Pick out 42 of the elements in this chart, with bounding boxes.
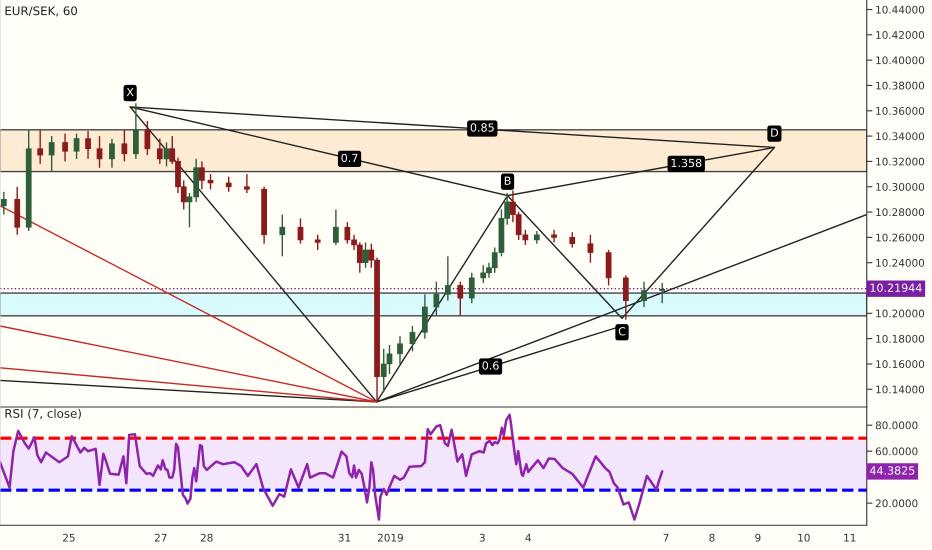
- y-tick-label: 80.0000: [876, 421, 918, 430]
- y-tick-label: 10.28000: [876, 208, 924, 216]
- y-tick-label: 10.20000: [876, 310, 924, 318]
- y-tick-label: 10.34000: [876, 132, 924, 140]
- x-tick-label: 7: [664, 534, 668, 542]
- y-tick-label: 10.44000: [876, 6, 924, 14]
- ref-line-label: 10.21944: [870, 284, 922, 292]
- x-tick-label: 31: [338, 534, 350, 542]
- x-tick-label: 28: [200, 534, 213, 542]
- x-tick-label: 2019: [378, 534, 403, 542]
- y-tick-label: 60.0000: [876, 447, 918, 456]
- annotation: 1.358: [672, 158, 702, 168]
- annotation: 0.7: [341, 154, 358, 162]
- annotation: C: [618, 327, 626, 336]
- y-tick-label: 10.32000: [876, 158, 924, 166]
- text: 44.3825: [870, 466, 914, 475]
- y-tick-label: 20.0000: [876, 499, 918, 508]
- annotation: D: [771, 128, 778, 137]
- x-tick-label: 25: [63, 534, 75, 542]
- y-tick-label: 10.42000: [876, 31, 924, 39]
- y-tick-label: 10.16000: [876, 360, 924, 368]
- annotation: B: [504, 176, 511, 185]
- x-tick-label: 4: [525, 534, 531, 542]
- x-tick-label: 10: [798, 534, 810, 542]
- chart-title: RSI (7, close): [5, 408, 81, 420]
- y-tick-label: 10.26000: [876, 234, 924, 242]
- y-tick-label: 10.30000: [876, 182, 924, 191]
- y-tick-label: 10.38000: [876, 82, 924, 90]
- annotation: 0.85: [470, 123, 494, 132]
- x-tick-label: 11: [844, 534, 856, 542]
- y-tick-label: 10.36000: [876, 106, 924, 115]
- y-tick-label: 10.18000: [876, 334, 924, 343]
- annotation: X: [126, 88, 134, 96]
- y-tick-label: 10.40000: [876, 56, 924, 64]
- annotation: 0.6: [482, 361, 499, 370]
- x-tick-label: 9: [755, 534, 760, 542]
- x-tick-label: 8: [709, 534, 715, 542]
- x-tick-label: 27: [154, 534, 166, 542]
- y-tick-label: 10.14000: [876, 386, 924, 394]
- y-tick-label: 10.24000: [876, 258, 924, 267]
- chart-title: EUR/SEK, 60: [5, 6, 78, 16]
- x-tick-label: 3: [480, 534, 485, 542]
